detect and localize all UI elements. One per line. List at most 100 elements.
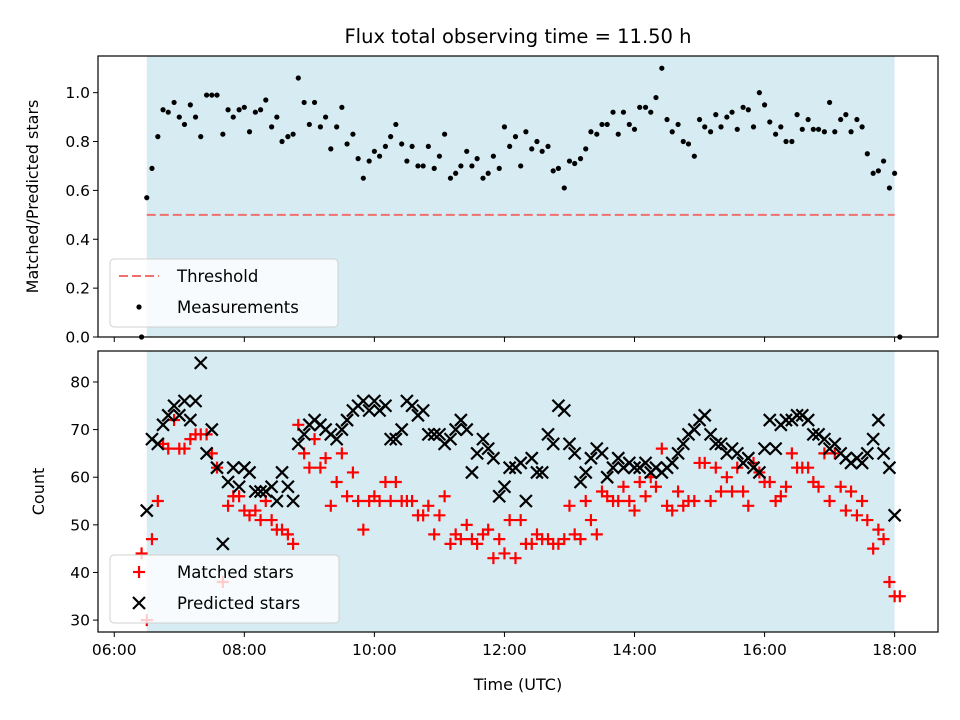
- measurement-point: [420, 163, 426, 169]
- predicted-star-point: [205, 422, 219, 437]
- matched-star-point: [688, 495, 701, 508]
- predicted-star-point: [578, 465, 593, 480]
- predicted-star-point: [226, 460, 241, 475]
- matched-star-point: [330, 475, 343, 488]
- measurement-point: [404, 158, 410, 164]
- measurement-point: [360, 175, 366, 181]
- measurement-point: [545, 143, 551, 150]
- measurement-point: [594, 131, 600, 137]
- predicted-star-point: [335, 422, 349, 437]
- predicted-star-point: [383, 432, 398, 446]
- measurement-point: [718, 124, 724, 130]
- measurement-point: [328, 146, 334, 152]
- matched-star-point: [785, 447, 798, 460]
- measurement-point: [469, 163, 475, 169]
- measurement-point: [376, 153, 383, 159]
- y-tick-label: 50: [70, 516, 90, 534]
- matched-star-point: [574, 533, 587, 546]
- predicted-star-point: [405, 398, 419, 413]
- matched-star-point: [834, 480, 847, 493]
- matched-star-point: [454, 533, 467, 546]
- measurement-point: [214, 92, 220, 98]
- matched-star-point: [672, 485, 685, 498]
- matched-star-point: [319, 452, 332, 465]
- matched-star-point: [525, 537, 538, 550]
- measurement-point: [474, 156, 480, 162]
- matched-star-point: [720, 471, 733, 484]
- legend-measurements-swatch: [136, 304, 142, 310]
- matched-star-point: [704, 495, 717, 508]
- measurement-point: [691, 153, 697, 159]
- predicted-star-point: [779, 413, 793, 427]
- matched-star-point: [265, 514, 278, 527]
- count-panel: 30 40 50 60 70 80 06:00 08:00 10:00 12:00 14:00 16…: [29, 350, 939, 694]
- matched-star-point: [579, 495, 592, 508]
- measurement-point: [892, 170, 898, 176]
- predicted-star-point: [421, 427, 436, 442]
- measurement-point: [295, 75, 301, 81]
- measurement-point: [702, 124, 708, 130]
- y-tick-label: 0.0: [65, 329, 90, 347]
- measurement-point: [664, 116, 670, 123]
- measurement-point: [610, 109, 616, 115]
- measurement-point: [317, 124, 324, 130]
- measurement-point: [626, 121, 632, 128]
- predicted-star-points: [139, 356, 902, 551]
- predicted-star-point: [177, 394, 192, 408]
- predicted-star-point: [297, 427, 311, 442]
- matched-star-point: [482, 523, 495, 536]
- matched-star-point: [845, 485, 858, 498]
- measurement-point: [415, 163, 421, 169]
- predicted-star-point: [638, 456, 653, 470]
- predicted-star-point: [416, 403, 430, 418]
- measurement-point: [453, 170, 459, 176]
- predicted-star-point: [275, 465, 289, 480]
- measurement-point: [431, 165, 437, 171]
- matched-star-point: [861, 514, 874, 527]
- y-tick-label: 80: [70, 373, 90, 391]
- predicted-star-point: [459, 422, 474, 437]
- predicted-star-point: [714, 437, 728, 451]
- matched-star-point: [617, 480, 630, 493]
- matched-star-point: [893, 590, 906, 603]
- measurement-point: [269, 124, 275, 130]
- matched-star-point: [422, 499, 435, 512]
- measurement-point: [425, 143, 431, 150]
- predicted-star-point: [817, 432, 832, 446]
- measurement-point: [783, 138, 789, 145]
- measurement-point: [550, 168, 556, 174]
- matched-star-point: [612, 495, 625, 508]
- measurement-point: [859, 124, 865, 130]
- predicted-star-point: [156, 418, 170, 432]
- measurement-point: [713, 112, 719, 118]
- predicted-star-point: [584, 451, 598, 465]
- predicted-star-point: [828, 437, 842, 451]
- measurement-point: [252, 109, 258, 115]
- measurement-point: [209, 92, 215, 98]
- measurement-point: [648, 109, 654, 115]
- matched-star-point: [222, 499, 235, 512]
- matched-star-point: [406, 495, 419, 508]
- measurement-point: [534, 138, 540, 145]
- measurement-point: [794, 112, 800, 118]
- measurement-point: [485, 170, 491, 176]
- predicted-star-point: [757, 441, 772, 456]
- measurement-point: [756, 90, 762, 96]
- matched-star-point: [563, 499, 576, 512]
- matched-star-point: [774, 490, 787, 503]
- matched-star-point: [812, 480, 825, 493]
- y-tick-label: 0.8: [65, 133, 90, 151]
- predicted-star-point: [502, 460, 517, 475]
- predicted-star-point: [470, 446, 484, 461]
- measurement-point: [334, 124, 340, 130]
- matched-star-point: [357, 523, 370, 536]
- matched-star-point: [303, 461, 316, 474]
- predicted-star-point: [671, 446, 685, 461]
- matched-star-point: [655, 442, 668, 455]
- x-tick-label: 12:00: [482, 641, 527, 659]
- matched-star-point: [628, 504, 641, 517]
- predicted-star-point: [248, 484, 263, 499]
- predicted-star-point: [882, 460, 897, 475]
- measurement-point: [529, 146, 535, 152]
